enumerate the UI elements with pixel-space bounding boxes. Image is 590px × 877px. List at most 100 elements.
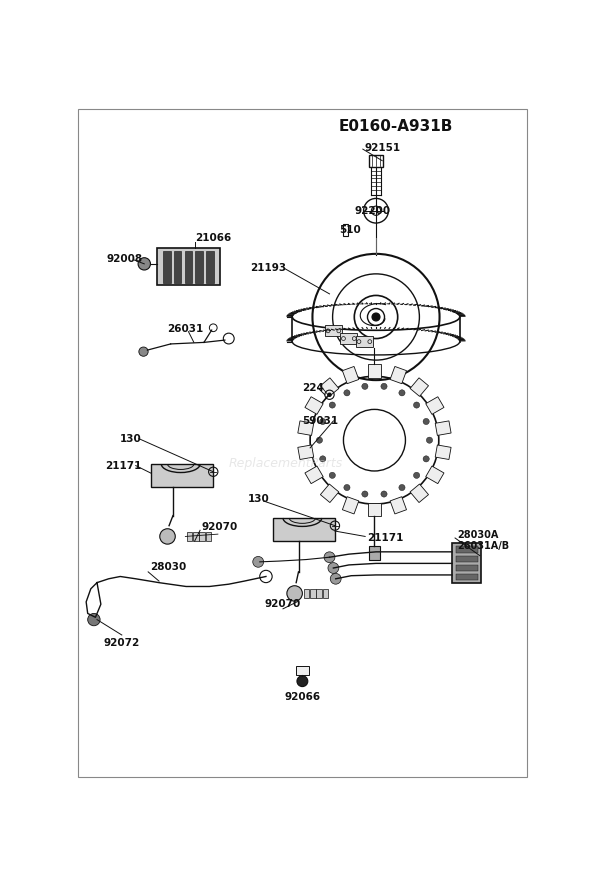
Circle shape bbox=[320, 418, 326, 424]
Text: 92008: 92008 bbox=[106, 254, 142, 264]
Bar bbox=[206, 251, 214, 283]
Bar bbox=[205, 531, 211, 541]
Polygon shape bbox=[368, 503, 381, 517]
FancyBboxPatch shape bbox=[78, 109, 527, 777]
Circle shape bbox=[209, 324, 217, 332]
Polygon shape bbox=[305, 396, 323, 414]
Bar bbox=[187, 531, 192, 541]
Circle shape bbox=[381, 383, 387, 389]
Circle shape bbox=[344, 484, 350, 490]
Polygon shape bbox=[410, 378, 428, 396]
Circle shape bbox=[320, 456, 326, 462]
Bar bbox=[369, 546, 380, 560]
Polygon shape bbox=[320, 378, 339, 396]
Bar bbox=[199, 531, 205, 541]
Bar bbox=[163, 251, 171, 283]
Circle shape bbox=[329, 472, 335, 479]
FancyBboxPatch shape bbox=[369, 154, 383, 167]
Text: 21171: 21171 bbox=[105, 460, 141, 471]
Circle shape bbox=[88, 613, 100, 626]
Bar bbox=[157, 248, 220, 285]
Text: E0160-A931B: E0160-A931B bbox=[339, 119, 454, 134]
Bar bbox=[185, 251, 192, 283]
Circle shape bbox=[160, 529, 175, 544]
Bar bbox=[456, 546, 477, 553]
Circle shape bbox=[138, 258, 150, 270]
Text: 21193: 21193 bbox=[250, 263, 287, 274]
Circle shape bbox=[362, 491, 368, 497]
Bar bbox=[356, 336, 373, 347]
Bar bbox=[456, 565, 477, 571]
Polygon shape bbox=[320, 484, 339, 503]
Circle shape bbox=[427, 437, 432, 443]
Circle shape bbox=[372, 313, 380, 321]
Text: 92070: 92070 bbox=[202, 522, 238, 532]
Polygon shape bbox=[305, 466, 323, 483]
Circle shape bbox=[139, 347, 148, 356]
Bar bbox=[325, 325, 342, 336]
Polygon shape bbox=[342, 496, 359, 514]
Text: 59031: 59031 bbox=[302, 416, 339, 426]
Circle shape bbox=[423, 418, 430, 424]
Text: 130: 130 bbox=[120, 433, 142, 444]
Polygon shape bbox=[298, 445, 314, 460]
Polygon shape bbox=[151, 464, 213, 487]
Circle shape bbox=[297, 676, 308, 687]
Polygon shape bbox=[298, 421, 314, 435]
Bar bbox=[304, 588, 309, 598]
Circle shape bbox=[362, 383, 368, 389]
Bar bbox=[316, 588, 322, 598]
Text: 21171: 21171 bbox=[367, 533, 403, 543]
Bar bbox=[195, 251, 203, 283]
Circle shape bbox=[344, 389, 350, 396]
Polygon shape bbox=[390, 367, 407, 384]
Bar bbox=[173, 251, 182, 283]
Polygon shape bbox=[426, 466, 444, 483]
Polygon shape bbox=[435, 445, 451, 460]
Circle shape bbox=[399, 389, 405, 396]
Text: 92070: 92070 bbox=[265, 599, 301, 610]
Circle shape bbox=[328, 393, 331, 396]
Bar bbox=[456, 556, 477, 562]
Text: ReplacementParts: ReplacementParts bbox=[229, 457, 343, 470]
Circle shape bbox=[330, 574, 341, 584]
Polygon shape bbox=[390, 496, 407, 514]
Polygon shape bbox=[342, 367, 359, 384]
Circle shape bbox=[329, 402, 335, 408]
Circle shape bbox=[328, 563, 339, 574]
Text: 130: 130 bbox=[248, 495, 270, 504]
Bar bbox=[456, 574, 477, 581]
Polygon shape bbox=[426, 396, 444, 414]
Circle shape bbox=[423, 456, 430, 462]
Circle shape bbox=[224, 333, 234, 344]
Bar bbox=[323, 588, 328, 598]
Circle shape bbox=[414, 402, 419, 408]
Polygon shape bbox=[273, 518, 335, 541]
Bar bbox=[452, 544, 481, 583]
Text: 92072: 92072 bbox=[104, 638, 140, 648]
Polygon shape bbox=[410, 484, 428, 503]
FancyBboxPatch shape bbox=[296, 666, 309, 675]
Text: 92151: 92151 bbox=[365, 143, 401, 153]
Text: 26031: 26031 bbox=[167, 324, 203, 333]
Circle shape bbox=[399, 484, 405, 490]
Text: 21066: 21066 bbox=[195, 232, 231, 243]
Bar bbox=[193, 531, 198, 541]
Text: 92200: 92200 bbox=[355, 206, 391, 216]
Circle shape bbox=[253, 557, 264, 567]
Text: 224: 224 bbox=[302, 383, 324, 393]
Polygon shape bbox=[435, 421, 451, 435]
Bar bbox=[340, 333, 358, 344]
Polygon shape bbox=[368, 364, 381, 378]
Circle shape bbox=[381, 491, 387, 497]
Text: 510: 510 bbox=[339, 225, 360, 235]
Circle shape bbox=[287, 586, 302, 601]
Text: 28030: 28030 bbox=[150, 562, 186, 572]
Circle shape bbox=[316, 437, 323, 443]
Text: 28030A: 28030A bbox=[457, 530, 499, 540]
Circle shape bbox=[414, 472, 419, 479]
Circle shape bbox=[324, 552, 335, 563]
Circle shape bbox=[260, 570, 272, 582]
Bar bbox=[310, 588, 316, 598]
Text: 92066: 92066 bbox=[284, 692, 320, 702]
